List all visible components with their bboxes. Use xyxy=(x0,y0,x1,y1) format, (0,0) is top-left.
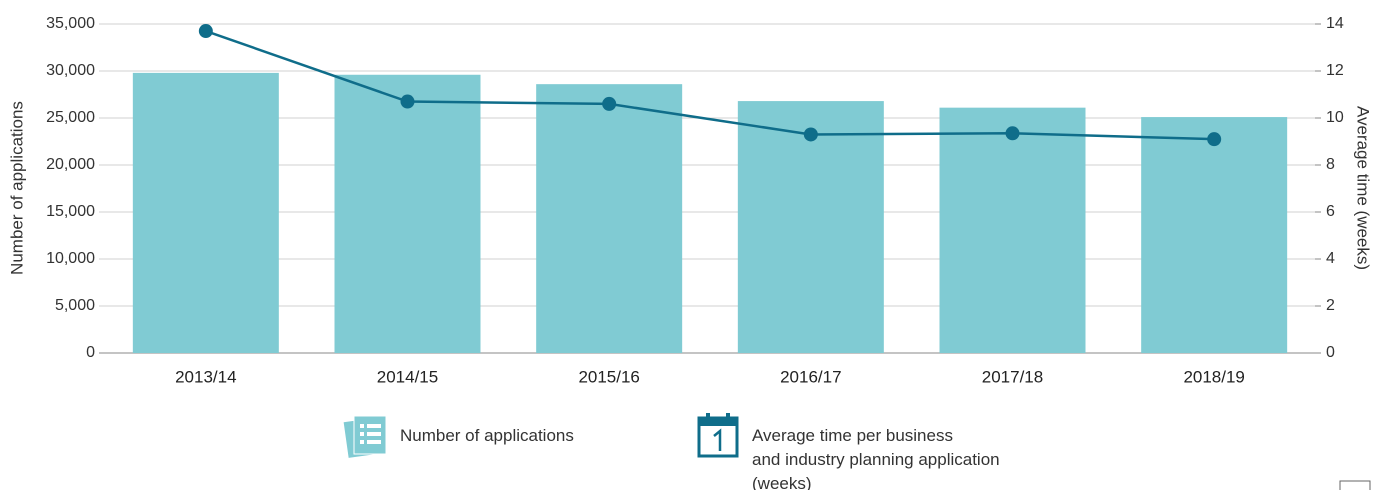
y-tick-label: 10,000 xyxy=(46,250,95,267)
legend-icon-bars xyxy=(343,415,387,458)
y-tick-label: 25,000 xyxy=(46,109,95,126)
legend-label: Average time per business and industry p… xyxy=(752,426,1000,490)
y-tick-label: 0 xyxy=(86,344,95,361)
y2-tick-label: 0 xyxy=(1326,344,1335,361)
y-tick-label: 30,000 xyxy=(46,62,95,79)
x-tick-label: 2017/18 xyxy=(982,367,1043,386)
y2-tick-label: 10 xyxy=(1326,109,1344,126)
y2-tick-label: 8 xyxy=(1326,156,1335,173)
y2-tick-label: 12 xyxy=(1326,62,1344,79)
x-tick-label: 2014/15 xyxy=(377,367,438,386)
y-axis-title: Number of applications xyxy=(7,101,26,275)
point xyxy=(400,94,415,109)
y2-tick-label: 4 xyxy=(1326,250,1335,267)
y-tick-label: 15,000 xyxy=(46,203,95,220)
y-tick-label: 5,000 xyxy=(55,297,95,314)
legend-icon-calendar xyxy=(697,413,739,458)
bar xyxy=(536,84,683,353)
corner-box xyxy=(1339,480,1371,490)
y-tick-label: 35,000 xyxy=(46,15,95,32)
point xyxy=(1207,132,1222,147)
point xyxy=(1005,126,1020,141)
line xyxy=(205,29,1215,141)
point xyxy=(198,24,213,39)
y2-tick-label: 14 xyxy=(1326,15,1344,32)
x-tick-label: 2016/17 xyxy=(780,367,841,386)
bar xyxy=(737,101,884,353)
y2-tick-label: 2 xyxy=(1326,297,1335,314)
legend-label: Number of applications xyxy=(400,426,574,445)
y-tick-label: 20,000 xyxy=(46,156,95,173)
y2-axis-title: Average time (weeks) xyxy=(1354,106,1373,270)
x-tick-label: 2013/14 xyxy=(175,367,236,386)
point xyxy=(803,127,818,142)
x-tick-label: 2015/16 xyxy=(578,367,639,386)
bar xyxy=(334,74,481,353)
x-tick-label: 2018/19 xyxy=(1183,367,1244,386)
bar xyxy=(1141,117,1288,353)
y2-tick-label: 6 xyxy=(1326,203,1335,220)
bar xyxy=(132,72,279,353)
bar xyxy=(939,107,1086,353)
point xyxy=(602,96,617,111)
